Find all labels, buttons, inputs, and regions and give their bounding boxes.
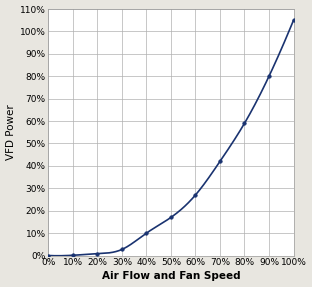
X-axis label: Air Flow and Fan Speed: Air Flow and Fan Speed <box>102 272 240 282</box>
Y-axis label: VFD Power: VFD Power <box>6 104 16 160</box>
